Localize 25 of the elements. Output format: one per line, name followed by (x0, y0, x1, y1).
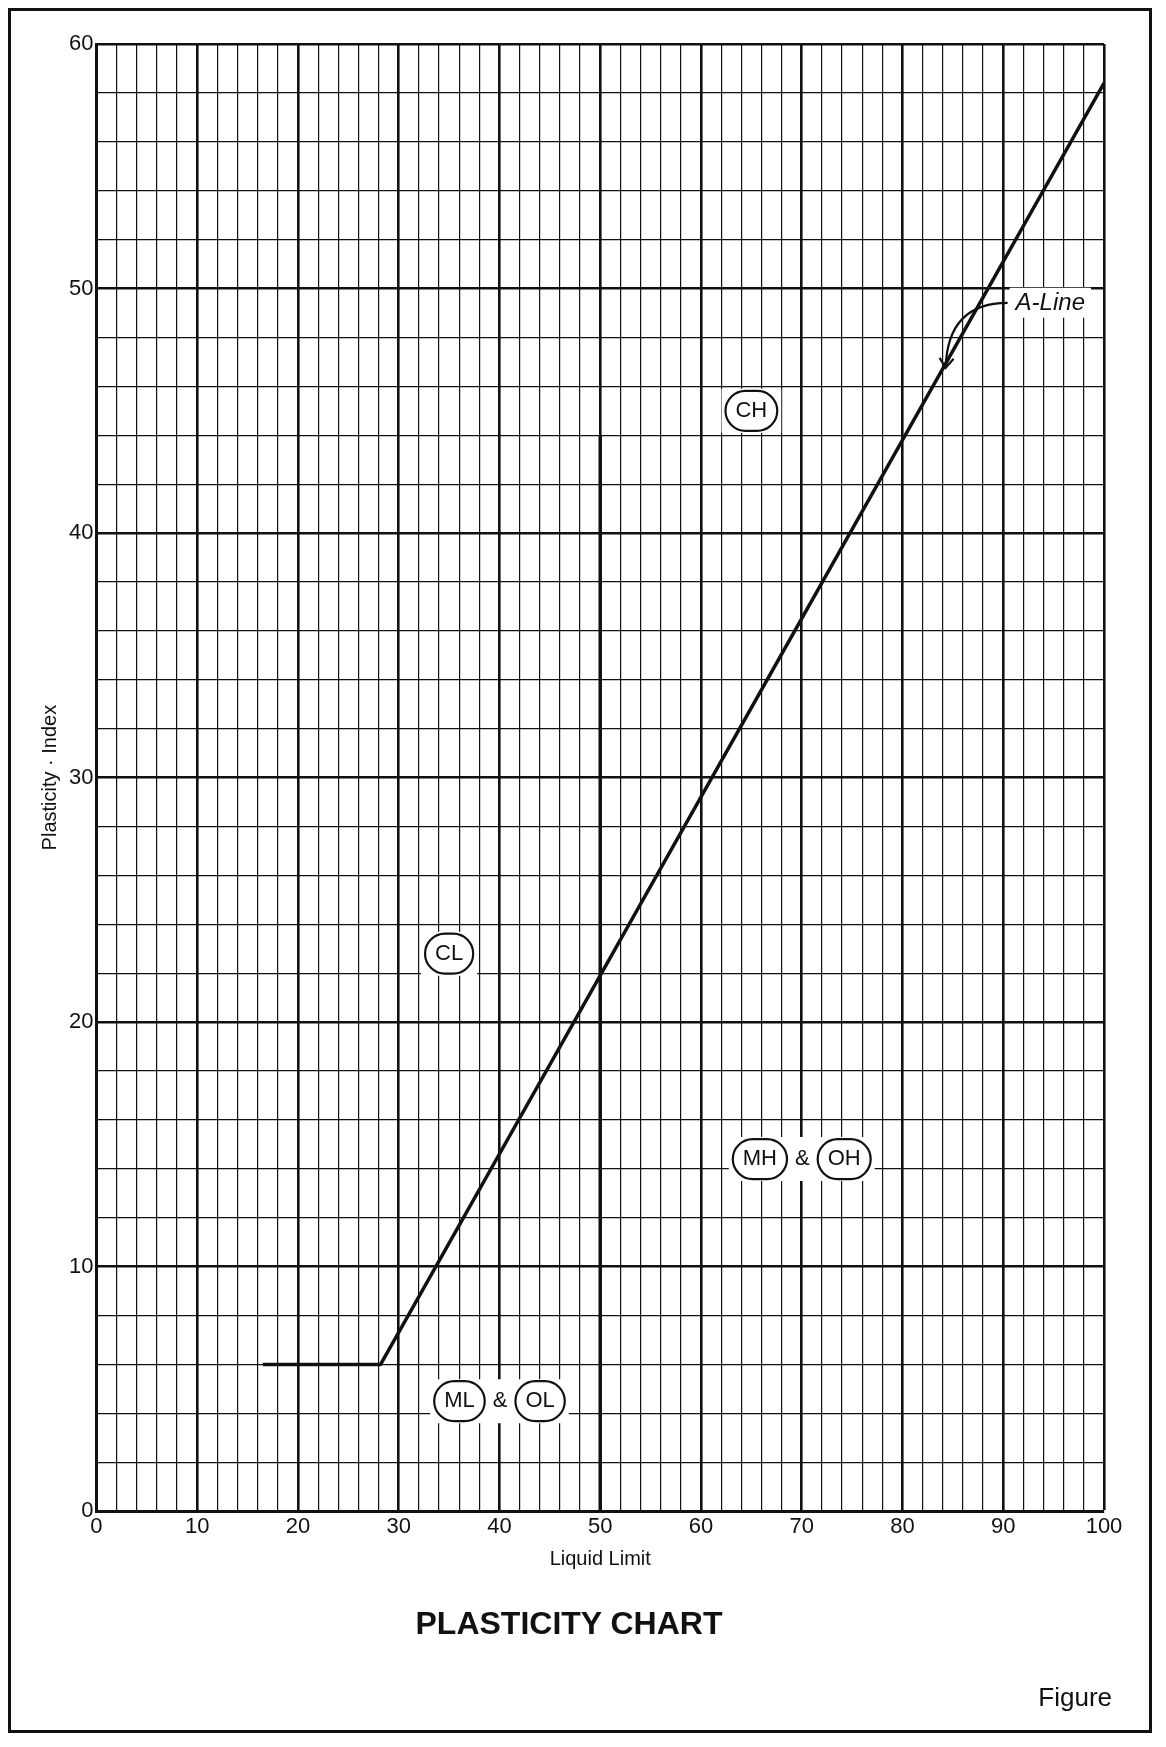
x-tick-label: 60 (688, 1513, 714, 1539)
x-axis-title: Liquid Limit (549, 1547, 652, 1570)
x-tick-label: 20 (285, 1513, 311, 1539)
x-tick-label: 10 (184, 1513, 210, 1539)
x-tick-label: 100 (1085, 1513, 1123, 1539)
annotation: CH (735, 396, 768, 422)
text: PLASTICITY CHART (415, 1604, 723, 1641)
annotation: ML & OL (444, 1387, 555, 1413)
y-tick-label: 20 (68, 1008, 94, 1034)
x-tick-label: 90 (991, 1513, 1016, 1539)
series-label: A-Line (1013, 287, 1085, 315)
x-tick-label: 40 (487, 1513, 512, 1539)
y-axis-title: Plasticity · Index (37, 704, 60, 851)
x-tick-label: 80 (890, 1513, 915, 1539)
text: Figure (1038, 1682, 1112, 1713)
annotation: MH & OH (742, 1145, 861, 1171)
x-tick-label: 50 (587, 1513, 613, 1539)
y-tick-label: 30 (68, 763, 94, 789)
y-tick-label: 60 (68, 30, 94, 56)
annotation: CL (435, 939, 464, 965)
x-tick-label: 30 (386, 1513, 411, 1539)
y-tick-label: 40 (68, 519, 94, 545)
y-tick-label: 50 (68, 274, 94, 300)
y-tick-label: 10 (68, 1252, 94, 1278)
x-tick-label: 70 (789, 1513, 814, 1539)
